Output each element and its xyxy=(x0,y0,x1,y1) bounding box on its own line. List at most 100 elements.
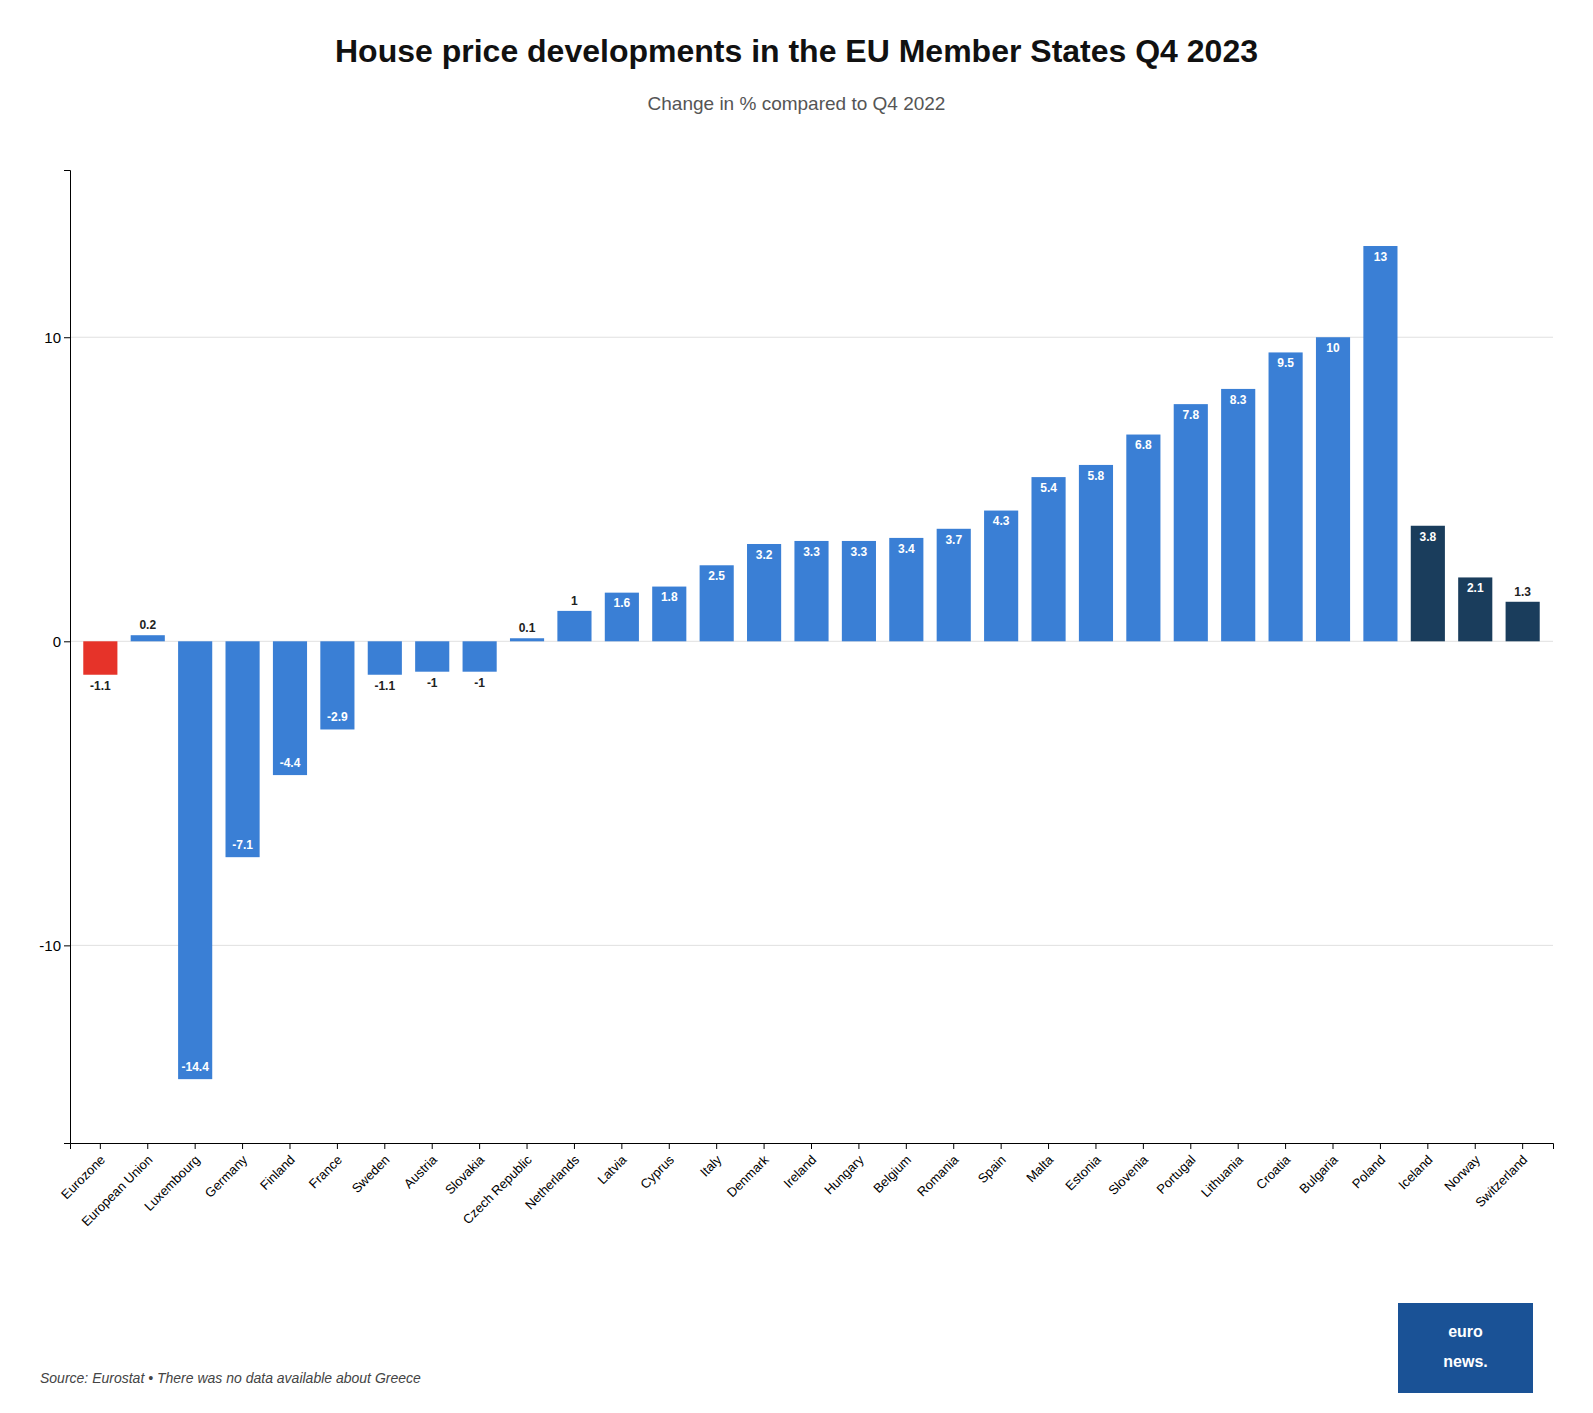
x-tick-mark xyxy=(527,1143,528,1149)
data-label: 13 xyxy=(1374,250,1388,264)
data-label: 1.6 xyxy=(614,596,631,610)
x-tick: European Union xyxy=(78,1143,155,1229)
data-label: 0.2 xyxy=(139,618,156,632)
x-tick-label: Slovakia xyxy=(442,1152,488,1198)
x-tick: Estonia xyxy=(1062,1143,1104,1193)
x-tick-mark xyxy=(1427,1143,1428,1149)
bar xyxy=(226,641,260,857)
bar xyxy=(320,641,354,729)
x-tick-mark xyxy=(1143,1143,1144,1149)
bar xyxy=(1221,389,1255,641)
bar xyxy=(131,635,165,641)
y-tick: 0 xyxy=(53,633,70,650)
logo-text: news. xyxy=(1443,1353,1487,1370)
x-tick: Cyprus xyxy=(637,1143,677,1192)
x-tick-label: Lithuania xyxy=(1198,1152,1246,1200)
x-axis-line xyxy=(71,1144,1554,1150)
data-label: -2.9 xyxy=(327,710,348,724)
data-label: -1.1 xyxy=(374,679,395,693)
data-labels: -1.10.2-14.4-7.1-4.4-2.9-1.1-1-10.111.61… xyxy=(90,250,1531,1074)
x-tick-mark xyxy=(384,1143,385,1149)
data-label: 0.1 xyxy=(519,621,536,635)
data-label: 1.3 xyxy=(1514,585,1531,599)
x-tick: Sweden xyxy=(349,1143,393,1196)
data-label: 9.5 xyxy=(1277,356,1294,370)
x-tick-label: Croatia xyxy=(1253,1152,1294,1193)
x-tick: Hungary xyxy=(821,1143,867,1197)
data-label: -7.1 xyxy=(232,838,253,852)
y-axis-line xyxy=(64,171,71,1144)
x-tick-mark xyxy=(100,1143,101,1149)
bar xyxy=(83,641,117,674)
bar xyxy=(1506,602,1540,642)
x-tick-label: Ireland xyxy=(780,1152,819,1191)
x-tick: Denmark xyxy=(724,1143,772,1200)
data-label: -14.4 xyxy=(181,1060,209,1074)
bar xyxy=(1031,477,1065,641)
x-tick-label: Sweden xyxy=(349,1152,393,1196)
data-label: 3.4 xyxy=(898,542,915,556)
x-tick: Czech Republic xyxy=(460,1143,535,1227)
x-tick: Netherlands xyxy=(522,1143,583,1212)
x-tick-mark xyxy=(669,1143,670,1149)
x-tick-label: Belgium xyxy=(870,1152,914,1196)
bar xyxy=(1363,246,1397,641)
x-tick-mark xyxy=(289,1143,290,1149)
x-tick: Ireland xyxy=(780,1143,819,1191)
x-tick: Slovenia xyxy=(1105,1143,1151,1198)
x-tick-mark xyxy=(1285,1143,1286,1149)
x-tick: Portugal xyxy=(1154,1143,1199,1197)
bar xyxy=(794,541,828,641)
x-tick-label: Finland xyxy=(257,1152,298,1193)
bar xyxy=(984,511,1018,642)
bar xyxy=(463,641,497,671)
x-axis: EurozoneEuropean UnionLuxembourgGermanyF… xyxy=(58,1143,1553,1229)
x-tick-mark xyxy=(1190,1143,1191,1149)
x-tick-label: Denmark xyxy=(724,1152,772,1200)
x-tick-mark xyxy=(858,1143,859,1149)
x-tick-label: Germany xyxy=(202,1152,251,1201)
x-tick: Romania xyxy=(914,1143,962,1199)
x-tick-mark xyxy=(574,1143,575,1149)
x-tick-mark xyxy=(716,1143,717,1149)
data-label: 3.2 xyxy=(756,548,773,562)
bar xyxy=(1269,352,1303,641)
x-tick-label: Austria xyxy=(401,1152,441,1192)
x-tick: Lithuania xyxy=(1198,1143,1246,1200)
data-label: 2.5 xyxy=(708,569,725,583)
x-tick-mark xyxy=(811,1143,812,1149)
x-tick-label: Norway xyxy=(1441,1152,1483,1194)
x-tick-label: Switzerland xyxy=(1472,1152,1530,1210)
x-tick-label: Iceland xyxy=(1395,1152,1435,1192)
x-tick-mark xyxy=(1333,1143,1334,1149)
x-tick: Finland xyxy=(257,1143,298,1193)
x-tick-label: Spain xyxy=(975,1152,1009,1186)
x-tick-label: France xyxy=(306,1152,345,1191)
x-tick-mark xyxy=(432,1143,433,1149)
bar xyxy=(1411,526,1445,642)
x-tick: Slovakia xyxy=(442,1143,488,1197)
x-tick-mark xyxy=(1001,1143,1002,1149)
x-tick: Belgium xyxy=(870,1143,914,1196)
bar xyxy=(842,541,876,641)
logo-text: euro xyxy=(1448,1323,1483,1340)
bar xyxy=(1174,404,1208,641)
x-tick-label: Eurozone xyxy=(58,1152,108,1202)
grid-line xyxy=(70,945,1553,946)
x-tick-label: Luxembourg xyxy=(141,1152,203,1214)
x-tick-label: Hungary xyxy=(821,1152,867,1198)
bar xyxy=(1126,435,1160,642)
x-tick-mark xyxy=(1522,1143,1523,1149)
x-tick-mark xyxy=(953,1143,954,1149)
x-tick: Spain xyxy=(975,1143,1009,1186)
x-tick-mark xyxy=(242,1143,243,1149)
x-tick-label: Poland xyxy=(1349,1152,1388,1191)
x-tick: Austria xyxy=(401,1143,441,1191)
x-tick-mark xyxy=(1475,1143,1476,1149)
bar xyxy=(747,544,781,641)
data-label: 6.8 xyxy=(1135,438,1152,452)
x-tick: France xyxy=(306,1143,345,1191)
bar xyxy=(700,565,734,641)
x-tick-label: Romania xyxy=(914,1152,962,1200)
x-tick-label: Portugal xyxy=(1154,1152,1199,1197)
